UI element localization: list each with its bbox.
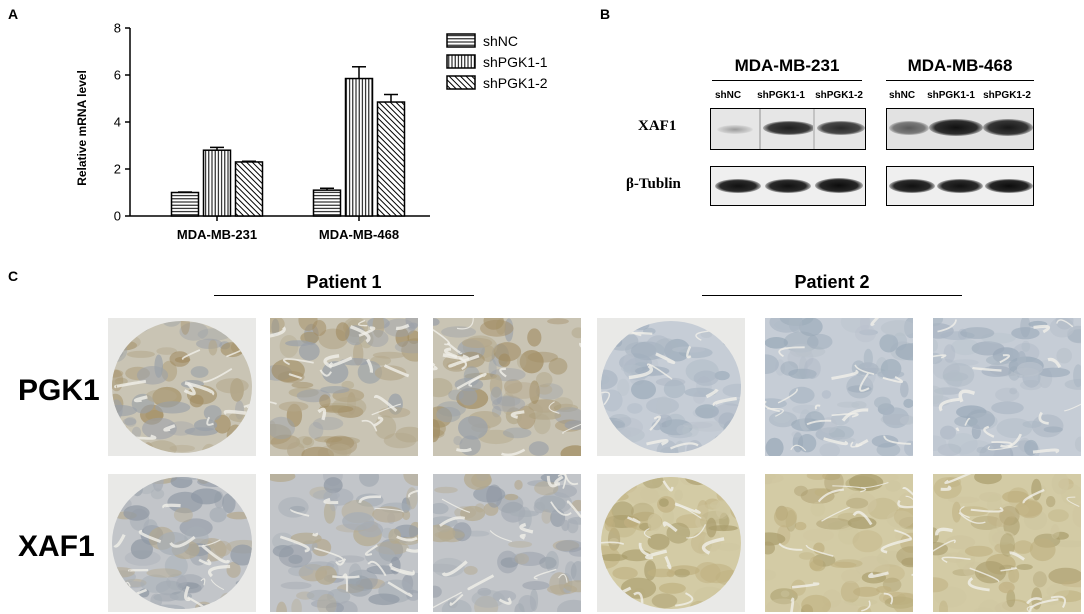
x-category-label: MDA-MB-231 [177,227,257,242]
lane-label: shPGK1-1 [927,90,975,101]
bar [344,77,374,217]
ihc-row-label-pgk1: PGK1 [18,374,100,407]
legend-swatch [446,33,476,48]
legend-swatch [446,54,476,69]
blot-cell-line-2-title: MDA-MB-468 [907,56,1013,75]
ihc-row-label-xaf1: XAF1 [18,530,95,563]
ihc-tissue-image [933,474,1081,612]
y-axis-label: Relative mRNA level [75,70,89,186]
ihc-tissue-image [270,474,418,612]
legend-swatch [446,75,476,90]
lane-label: shPGK1-2 [815,90,863,101]
ihc-tissue-image [270,318,418,456]
y-tick-label: 4 [114,115,121,130]
blot-row-label-xaf1: XAF1 [638,118,677,134]
panel-label-b: B [600,6,611,22]
panel-label-c: C [8,268,19,284]
y-tick-label: 8 [114,21,121,36]
y-tick-label: 6 [114,68,121,83]
blot-xaf1-mda231 [710,108,866,150]
ihc-tissue-image [108,474,256,612]
lane-label: shPGK1-2 [983,90,1031,101]
x-category-label: MDA-MB-468 [319,227,399,242]
ihc-tissue-image [597,318,745,456]
y-tick-label: 2 [114,162,121,177]
legend-label: shPGK1-2 [483,75,548,91]
patient-2-title: Patient 2 [794,272,870,292]
bar [376,101,406,217]
patient-1-rule [214,295,474,296]
legend-label: shPGK1-1 [483,54,548,70]
bar [202,149,232,217]
bar [234,161,264,217]
panel-label-a: A [8,6,19,22]
blot-cell-line-2-rule [886,80,1034,81]
patient-2-rule [702,295,962,296]
lane-label: shNC [714,90,742,101]
blot-cell-line-1-rule [712,80,862,81]
blot-tublin-mda231 [710,166,866,206]
bar-chart: Relative mRNA level 0 2 4 6 8 MDA-MB-231 MDA-… [75,21,548,243]
ihc-tissue-image [108,318,256,456]
blot-cell-line-1-title: MDA-MB-231 [734,56,840,75]
y-tick-label: 0 [114,209,121,224]
ihc-tissue-image [765,318,913,456]
ihc-tissue-image [433,318,581,456]
blot-xaf1-mda468 [886,108,1034,150]
blot-row-label-beta-tublin: β-Tublin [626,176,681,192]
ihc-tissue-image [933,318,1081,456]
bar [312,189,342,217]
lane-label: shPGK1-1 [757,90,805,101]
patient-1-title: Patient 1 [306,272,382,292]
ihc-tissue-image [765,474,913,612]
bar [170,191,200,217]
ihc-tissue-image [433,474,581,612]
legend-label: shNC [483,33,518,49]
blot-tublin-mda468 [886,166,1034,206]
lane-label: shNC [888,90,916,101]
ihc-tissue-image [597,474,745,612]
